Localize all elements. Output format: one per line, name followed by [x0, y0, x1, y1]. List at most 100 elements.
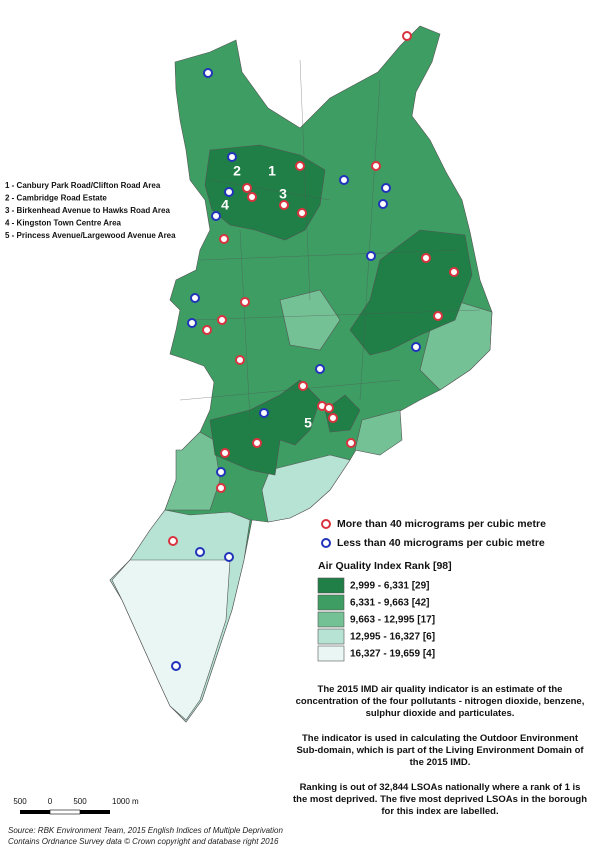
site-high	[295, 161, 305, 171]
scale-bar: 500 0 500 1000 m	[13, 797, 139, 815]
site-low	[259, 408, 269, 418]
site-high	[297, 208, 307, 218]
map-regions	[109, 25, 493, 723]
scale-label: 1000 m	[112, 797, 139, 806]
area-list: 1 - Canbury Park Road/Clifton Road Area 2…	[5, 181, 176, 240]
legend: More than 40 micrograms per cubic metre L…	[317, 518, 546, 662]
lsoa-area	[279, 289, 341, 351]
site-high	[449, 267, 459, 277]
scale-segment	[49, 809, 81, 815]
site-low	[203, 68, 213, 78]
lsoa-boundary	[189, 309, 481, 321]
lsoa-area	[111, 559, 231, 721]
site-high	[324, 403, 334, 413]
legend-swatch	[317, 611, 345, 628]
site-high	[247, 192, 257, 202]
scale-segment	[20, 810, 50, 814]
site-low	[187, 318, 197, 328]
site-low	[315, 364, 325, 374]
area-item: 4 - Kingston Town Centre Area	[5, 219, 122, 228]
legend-title: Air Quality Index Rank [98]	[318, 560, 452, 572]
source: Contains Ordnance Survey data © Crown co…	[8, 837, 279, 846]
site-low	[411, 342, 421, 352]
monitoring-sites	[168, 31, 459, 671]
site-low	[381, 183, 391, 193]
legend-swatch	[317, 577, 345, 594]
lsoa-boundary	[299, 59, 311, 301]
site-high	[421, 253, 431, 263]
site-high	[242, 183, 252, 193]
area-item: 5 - Princess Avenue/Largewood Avenue Are…	[5, 231, 176, 240]
lsoa-area	[204, 144, 326, 241]
lsoa-boundary	[359, 79, 381, 401]
map-labels: 1 2 3 4 5	[221, 163, 312, 431]
site-high	[402, 31, 412, 41]
note: The 2015 IMD air quality indicator is an…	[295, 684, 585, 719]
scale-label: 0	[48, 797, 53, 806]
site-high	[168, 536, 178, 546]
area-number: 2	[233, 163, 241, 179]
note: The indicator is used in calculating the…	[296, 733, 584, 768]
lsoa-boundary	[209, 179, 331, 201]
site-low	[190, 293, 200, 303]
legend-swatch	[317, 594, 345, 611]
site-high	[220, 448, 230, 458]
area-number: 4	[221, 197, 229, 213]
lsoa-area	[354, 409, 403, 456]
site-high	[235, 355, 245, 365]
legend-label: 9,663 - 12,995 [17]	[350, 615, 435, 626]
site-low	[224, 187, 234, 197]
site-low	[224, 552, 234, 562]
area-number: 1	[268, 163, 276, 179]
legend-label: 16,327 - 19,659 [4]	[350, 649, 435, 660]
site-high	[346, 438, 356, 448]
legend-label: 12,995 - 16,327 [6]	[350, 632, 435, 643]
legend-swatch	[317, 645, 345, 662]
site-high	[328, 413, 338, 423]
legend-label: More than 40 micrograms per cubic metre	[337, 518, 546, 530]
site-low	[366, 251, 376, 261]
site-low	[378, 199, 388, 209]
site-high	[298, 381, 308, 391]
site-low	[211, 211, 221, 221]
area-item: 1 - Canbury Park Road/Clifton Road Area	[5, 181, 161, 190]
site-high	[240, 297, 250, 307]
site-high	[371, 161, 381, 171]
legend-label: 2,999 - 6,331 [29]	[350, 581, 430, 592]
area-item: 3 - Birkenhead Avenue to Hawks Road Area	[5, 206, 170, 215]
site-low	[216, 467, 226, 477]
legend-marker	[321, 519, 331, 529]
site-high	[202, 325, 212, 335]
site-low	[227, 152, 237, 162]
lsoa-area	[261, 454, 351, 523]
legend-marker	[321, 538, 331, 548]
site-high	[279, 200, 289, 210]
scale-label: 500	[73, 797, 87, 806]
legend-swatch	[317, 628, 345, 645]
scale-label: 500	[13, 797, 27, 806]
area-number: 5	[304, 415, 312, 431]
legend-label: Less than 40 micrograms per cubic metre	[337, 537, 545, 549]
site-high	[219, 234, 229, 244]
lsoa-boundary	[179, 379, 401, 401]
site-high	[433, 311, 443, 321]
lsoa-boundary	[239, 229, 251, 421]
site-high	[216, 483, 226, 493]
site-high	[252, 438, 262, 448]
site-low	[171, 661, 181, 671]
lsoa-area	[209, 379, 321, 476]
source: Source: RBK Environment Team, 2015 Engli…	[8, 826, 283, 835]
legend-label: 6,331 - 9,663 [42]	[350, 598, 430, 609]
note: Ranking is out of 32,844 LSOAs nationall…	[292, 782, 587, 817]
site-low	[339, 175, 349, 185]
lsoa-boundary	[199, 249, 461, 261]
area-item: 2 - Cambridge Road Estate	[5, 194, 107, 203]
area-number: 3	[279, 186, 287, 202]
site-high	[217, 315, 227, 325]
site-low	[195, 547, 205, 557]
lsoa-area	[164, 431, 221, 511]
scale-segment	[80, 810, 110, 814]
lsoa-area	[349, 229, 473, 356]
